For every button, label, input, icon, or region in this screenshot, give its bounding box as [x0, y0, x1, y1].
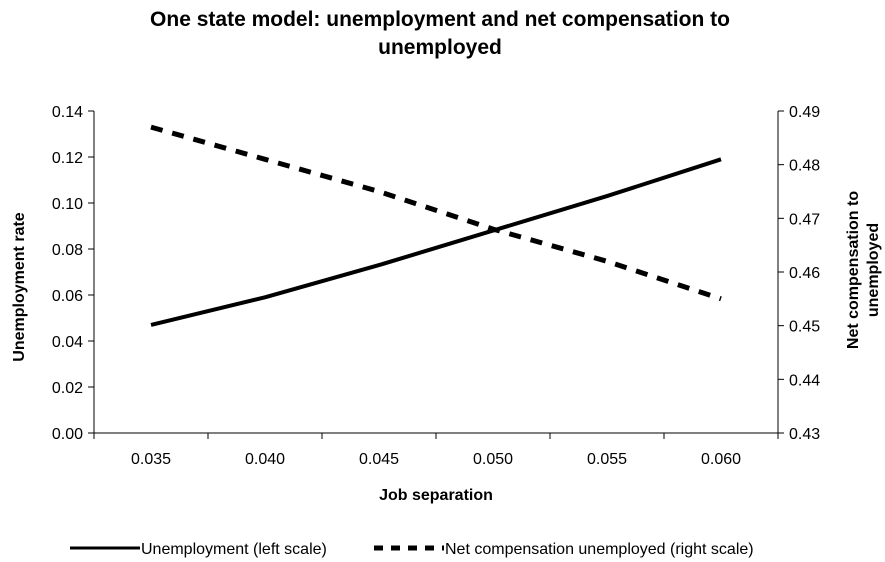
y-left-tick-label: 0.06 — [52, 288, 83, 305]
y-right-tick-label: 0.46 — [789, 265, 820, 282]
y-right-tick-label: 0.49 — [789, 104, 820, 121]
y-right-tick-label: 0.47 — [789, 211, 820, 228]
series-line-unemployment — [150, 157, 722, 327]
y-axis-right-title-line-2: unemployed — [865, 223, 882, 317]
axes-layer: 0.035 0.040 0.045 0.050 0.055 0.060 0.00 0.02 0.… — [52, 104, 820, 468]
series-layer — [150, 124, 722, 327]
legend: Unemployment (left scale) Net compensati… — [70, 541, 754, 558]
x-tick-label: 0.045 — [359, 451, 399, 468]
y-right-tick-label: 0.43 — [789, 426, 820, 443]
y-right-tick-label: 0.48 — [789, 158, 820, 175]
chart-title-line-1: One state model: unemployment and net co… — [150, 8, 730, 31]
x-axis-title: Job separation — [379, 487, 493, 504]
y-left-tick-label: 0.04 — [52, 334, 83, 351]
x-tick-label: 0.040 — [245, 451, 285, 468]
legend-label-unemployment: Unemployment (left scale) — [141, 541, 327, 558]
y-left-tick-label: 0.02 — [52, 380, 83, 397]
y-right-tick-label: 0.44 — [789, 372, 820, 389]
y-left-tick-label: 0.08 — [52, 242, 83, 259]
y-left-tick-label: 0.12 — [52, 150, 83, 167]
legend-label-net-compensation: Net compensation unemployed (right scale… — [445, 541, 754, 558]
y-axis-left-title: Unemployment rate — [11, 212, 28, 361]
x-tick-label: 0.055 — [587, 451, 627, 468]
series-line-net-compensation — [150, 124, 722, 302]
chart-title-line-2: unemployed — [378, 36, 502, 59]
y-axis-right-title-line-1: Net compensation to — [845, 191, 862, 349]
y-left-tick-label: 0.00 — [52, 426, 83, 443]
x-tick-label: 0.050 — [473, 451, 513, 468]
y-left-tick-label: 0.10 — [52, 196, 83, 213]
y-right-tick-label: 0.45 — [789, 319, 820, 336]
y-left-tick-label: 0.14 — [52, 104, 83, 121]
x-tick-label: 0.035 — [131, 451, 171, 468]
x-tick-label: 0.060 — [701, 451, 741, 468]
